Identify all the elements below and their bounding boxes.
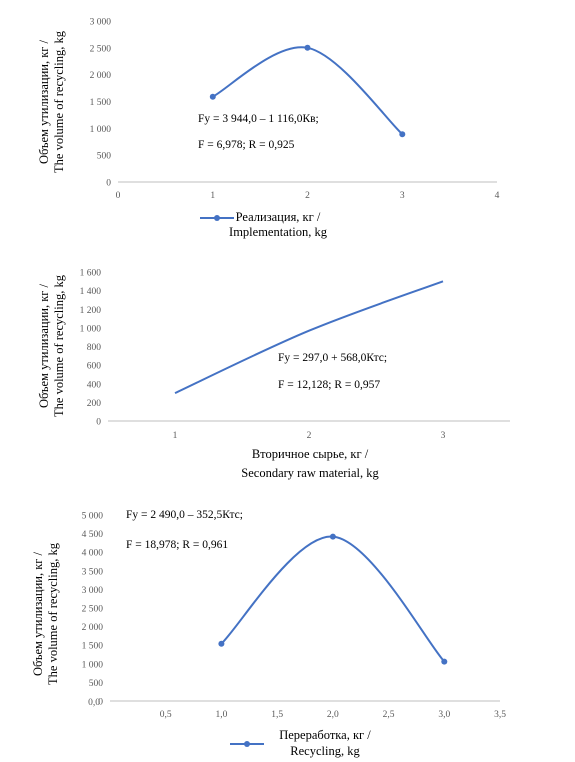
chart-2: 0 200 400 600 800 1 000 1 200 1 400 1 600 1 2 3 Объе… [37, 269, 510, 480]
y-tick-label: 3 000 [90, 18, 112, 28]
x-tick-label: 1,5 [271, 710, 283, 720]
data-point [304, 44, 311, 51]
data-point [399, 131, 406, 138]
x-tick-label: 1 [173, 431, 178, 441]
x-axis-label: Secondary raw material, kg [241, 466, 379, 480]
x-tick-label: 3 [441, 431, 446, 441]
legend-label: Recycling, kg [290, 744, 360, 758]
data-point [329, 533, 336, 540]
x-tick-label: 2,5 [383, 710, 395, 720]
y-tick-label: 800 [87, 343, 102, 353]
y-tick-label: 200 [87, 399, 102, 409]
y-tick-label: 4 000 [82, 549, 104, 559]
x-tick-label: 0,0 [88, 698, 100, 708]
y-tick-label: 0 [98, 698, 103, 708]
regression-annotation: F = 6,978; R = 0,925 [198, 139, 295, 151]
y-tick-label: 1 600 [80, 269, 102, 279]
x-tick-label: 2,0 [327, 710, 339, 720]
series-line [174, 280, 444, 395]
regression-annotation: Fу = 297,0 + 568,0Ктс; [278, 352, 387, 364]
y-tick-label: 1 500 [90, 98, 112, 108]
y-axis-label: Объем утилизации, кг /The volume of recy… [37, 30, 66, 173]
y-axis-label: Объем утилизации, кг /The volume of recy… [37, 274, 66, 417]
data-point [209, 93, 216, 100]
y-tick-label: 500 [89, 679, 104, 689]
chart-1: 0 500 1 000 1 500 2 000 2 500 3 000 0 1 2 3 4 Объем … [37, 18, 500, 240]
annotation-box [198, 112, 368, 160]
legend: Реализация, кг /Implementation, kg [200, 210, 328, 239]
legend: Переработка, кг / Recycling, kg [230, 728, 371, 758]
x-tick-label: 4 [495, 191, 500, 201]
regression-annotation: Fу = 3 944,0 – 1 116,0Кв; [198, 113, 319, 125]
regression-annotation: Fу = 2 490,0 – 352,5Ктс; [126, 509, 243, 521]
x-tick-label: 1,0 [215, 710, 227, 720]
x-tick-label: 3 [400, 191, 405, 201]
y-tick-label: 0 [96, 418, 101, 428]
y-tick-label: 1 500 [82, 642, 104, 652]
y-tick-label: 3 000 [82, 586, 104, 596]
annotation-box [126, 506, 276, 562]
legend-marker [244, 741, 250, 747]
y-tick-label: 1 000 [90, 125, 112, 135]
regression-annotation: F = 12,128; R = 0,957 [278, 379, 380, 391]
legend-label: Реализация, кг / [236, 210, 321, 224]
x-axis-label: Вторичное сырье, кг / [252, 447, 369, 461]
y-tick-label: 500 [97, 152, 112, 162]
y-tick-label: 0 [106, 179, 111, 189]
y-tick-label: 1 200 [80, 306, 102, 316]
y-axis-label: Объем утилизации, кг /The volume of recy… [31, 542, 60, 685]
y-tick-label: 1 000 [80, 324, 102, 334]
regression-annotation: F = 18,978; R = 0,961 [126, 539, 228, 551]
y-tick-label: 2 000 [82, 623, 104, 633]
x-tick-label: 1 [210, 191, 215, 201]
y-tick-label: 3 500 [82, 567, 104, 577]
y-tick-label: 1 400 [80, 287, 102, 297]
y-tick-label: 2 000 [90, 71, 112, 81]
x-tick-label: 0,5 [160, 710, 172, 720]
legend-marker [214, 215, 220, 221]
x-tick-label: 0 [116, 191, 121, 201]
data-point [218, 640, 225, 647]
chart-3: 0 500 1 000 1 500 2 000 2 500 3 000 3 500 4 000 4… [31, 506, 506, 758]
data-point [441, 658, 448, 665]
y-tick-label: 400 [87, 380, 102, 390]
y-tick-label: 2 500 [82, 605, 104, 615]
legend-label: Переработка, кг / [279, 728, 371, 742]
x-tick-label: 2 [305, 191, 310, 201]
y-tick-label: 2 500 [90, 44, 112, 54]
y-tick-label: 4 500 [82, 530, 104, 540]
x-tick-label: 3,0 [438, 710, 450, 720]
legend-label: Implementation, kg [229, 225, 328, 239]
y-tick-label: 600 [87, 362, 102, 372]
y-tick-label: 5 000 [82, 512, 104, 522]
annotation-box [278, 346, 428, 404]
y-tick-label: 1 000 [82, 660, 104, 670]
x-tick-label: 2 [307, 431, 312, 441]
x-tick-label: 3,5 [494, 710, 506, 720]
